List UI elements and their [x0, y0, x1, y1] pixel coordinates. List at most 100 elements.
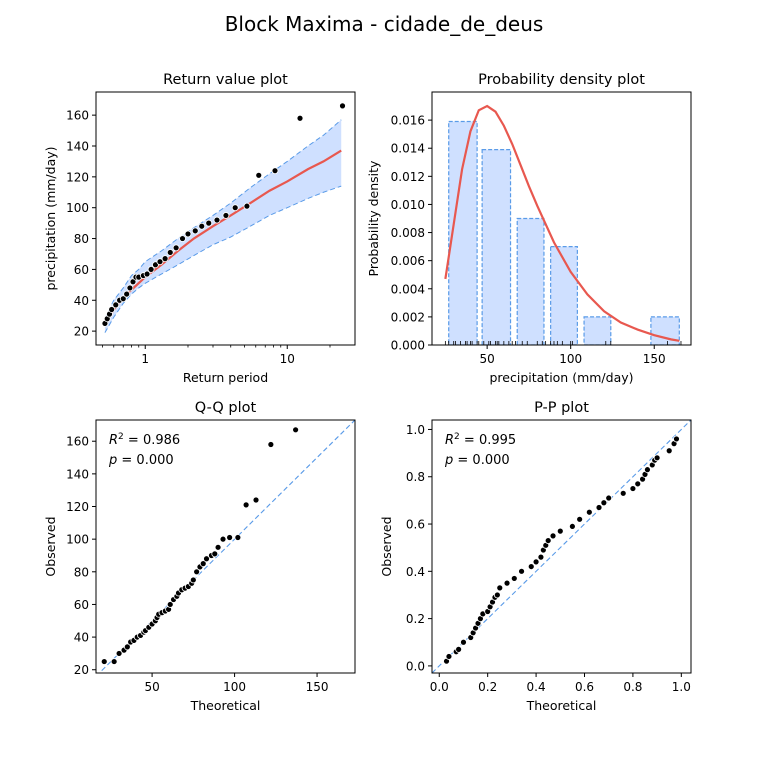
- data-point: [537, 553, 545, 561]
- y-tick-label: 140: [66, 139, 89, 153]
- x-tick-label: 0.4: [527, 680, 546, 694]
- panel-title: P-P plot: [534, 400, 589, 416]
- data-point: [445, 653, 453, 660]
- data-point: [126, 284, 134, 292]
- data-point: [110, 658, 118, 665]
- y-tick-label: 0.012: [391, 170, 425, 184]
- y-tick-label: 0.010: [391, 198, 425, 212]
- data-point: [503, 579, 511, 587]
- x-axis-label: precipitation (mm/day): [489, 370, 633, 385]
- data-point: [455, 645, 463, 653]
- y-tick-label: 60: [74, 598, 89, 612]
- histogram-bar: [448, 120, 478, 345]
- plot-area: [432, 420, 691, 673]
- data-point: [634, 480, 642, 488]
- axes-frame: [95, 91, 356, 346]
- data-point: [161, 255, 169, 263]
- y-axis-label: Observed: [43, 516, 58, 576]
- r-squared-annotation: R2 = 0.986: [109, 432, 180, 448]
- y-tick-label: 120: [66, 170, 89, 184]
- x-axis-label: Return period: [183, 370, 268, 385]
- x-tick-label: 10: [280, 352, 295, 366]
- y-tick-label: 0.002: [391, 310, 425, 324]
- y-tick-label: 40: [74, 631, 89, 645]
- chart-pdf: 50 100 150 0.000 0.002 0.004 0.006 0.008 0.010 0.…: [366, 72, 692, 385]
- data-point: [184, 230, 192, 238]
- y-tick-label: 120: [66, 500, 89, 514]
- data-point: [585, 508, 593, 516]
- y-tick-label: 20: [74, 325, 89, 339]
- histogram-bar: [550, 246, 578, 345]
- x-tick-label: 1: [141, 352, 149, 366]
- data-point: [292, 426, 300, 434]
- y-tick-label: 160: [66, 109, 89, 123]
- data-point: [108, 306, 116, 313]
- data-point: [213, 216, 221, 224]
- data-point: [205, 219, 213, 227]
- data-point: [191, 227, 199, 235]
- x-tick-label: 0.0: [430, 680, 449, 694]
- data-point: [493, 591, 501, 599]
- data-point: [143, 270, 151, 278]
- y-axis-label: Observed: [379, 516, 394, 576]
- y-tick-label: 1.0: [406, 423, 425, 437]
- data-point: [271, 167, 279, 175]
- y-tick-label: 100: [66, 533, 89, 547]
- y-tick-label: 0.0: [406, 659, 425, 673]
- data-point: [179, 235, 186, 242]
- data-point: [156, 258, 164, 266]
- data-point: [532, 558, 540, 566]
- data-point: [219, 535, 227, 543]
- axes-frame: [431, 91, 692, 346]
- y-tick-label: 80: [74, 565, 89, 579]
- p-value-annotation: p = 0.000: [108, 453, 174, 468]
- y-tick-label: 0.2: [406, 612, 425, 626]
- y-tick-label: 0.016: [391, 114, 425, 128]
- data-point: [198, 222, 206, 230]
- data-point: [211, 550, 219, 558]
- fit-line: [103, 149, 342, 326]
- data-point: [123, 643, 131, 651]
- data-point: [673, 435, 680, 443]
- data-point: [112, 301, 120, 309]
- data-point: [510, 575, 518, 582]
- panel-title: Probability density plot: [478, 72, 645, 88]
- panel-title: Return value plot: [163, 72, 288, 88]
- y-tick-label: 140: [66, 467, 89, 481]
- data-point: [544, 537, 552, 544]
- y-tick-label: 60: [74, 263, 89, 277]
- data-point: [527, 563, 535, 570]
- x-axis-label: Theoretical: [190, 698, 261, 713]
- data-point: [549, 532, 557, 540]
- data-point: [619, 489, 627, 497]
- x-tick-label: 150: [306, 680, 329, 694]
- data-point: [296, 114, 304, 122]
- data-point: [166, 601, 174, 608]
- figure-title: Block Maxima - cidade_de_deus: [225, 12, 544, 36]
- x-tick-label: 100: [559, 352, 582, 366]
- y-tick-label: 0.006: [391, 254, 425, 268]
- y-tick-label: 40: [74, 294, 89, 308]
- y-tick-label: 100: [66, 201, 89, 215]
- data-point: [226, 534, 234, 541]
- histogram-bar: [481, 149, 512, 345]
- y-axis-label: precipitation (mm/day): [43, 146, 58, 290]
- x-tick-label: 50: [144, 680, 159, 694]
- chart-pp: 0.0 0.2 0.4 0.6 0.8 1.0 0.0 0.2 0.4 0.6 0.8 1.0 P-P …: [379, 400, 692, 713]
- r-squared-annotation: R2 = 0.995: [445, 432, 516, 448]
- panel-title: Q-Q plot: [195, 400, 257, 416]
- x-tick-label: 150: [643, 352, 666, 366]
- plot-area: [101, 102, 346, 333]
- data-point: [242, 501, 250, 509]
- data-point: [460, 638, 467, 646]
- chart-qq: 50 100 150 20 40 60 80 100 120 140 160 Q-Q plot Theo…: [43, 400, 356, 713]
- data-point: [147, 266, 155, 273]
- y-tick-label: 0.000: [391, 339, 425, 353]
- data-point: [629, 485, 637, 492]
- data-point: [255, 171, 263, 179]
- data-point: [123, 290, 131, 298]
- y-tick-label: 160: [66, 435, 89, 449]
- plot-area: [98, 420, 355, 673]
- data-point: [214, 543, 222, 551]
- data-point: [653, 454, 661, 462]
